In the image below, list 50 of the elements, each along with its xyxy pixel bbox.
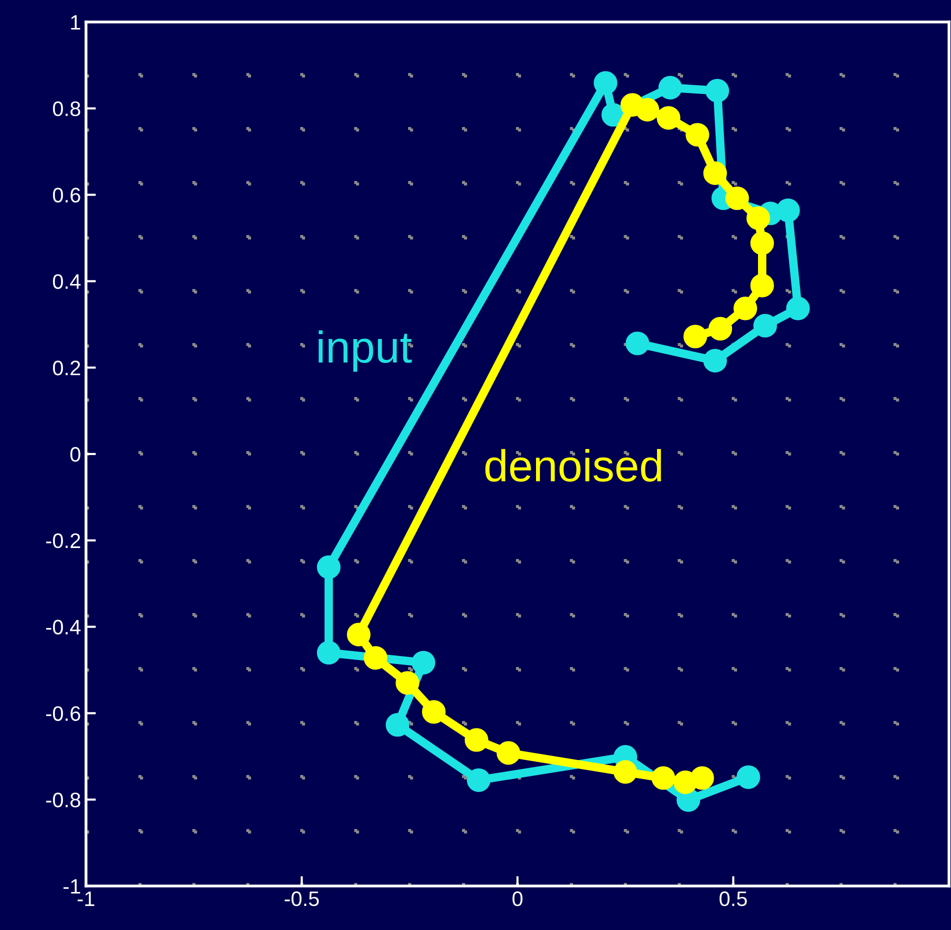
x-tick-label: -0.5 (284, 891, 319, 906)
point (464, 728, 488, 752)
point (346, 622, 371, 646)
point (412, 650, 436, 674)
point (316, 640, 341, 665)
point (736, 765, 760, 789)
point (786, 296, 810, 320)
y-tick-label: 0 (70, 447, 80, 462)
x-tick-label: 0 (512, 891, 522, 906)
point (750, 231, 774, 255)
point (364, 646, 388, 670)
point (422, 700, 446, 724)
point (705, 78, 730, 102)
point (316, 555, 341, 579)
y-tick-label: -0.2 (46, 533, 80, 548)
point (753, 314, 777, 338)
point (626, 332, 650, 356)
point (396, 671, 420, 695)
x-tick-label: 0.5 (720, 891, 747, 906)
point (725, 186, 749, 210)
point (734, 296, 758, 320)
y-tick-label: -1 (64, 879, 80, 894)
y-tick-label: 0.4 (52, 274, 81, 289)
point (656, 106, 680, 130)
point (658, 76, 682, 100)
point (614, 760, 638, 784)
point (746, 206, 770, 230)
point (683, 324, 708, 348)
series-label: input (318, 330, 412, 372)
point (636, 98, 660, 122)
y-tick-label: 0.6 (52, 188, 80, 203)
y-tick-label: -0.8 (46, 792, 80, 808)
y-tick-label: 0.2 (52, 360, 80, 376)
point (776, 198, 800, 222)
point (703, 161, 727, 186)
point (652, 766, 676, 790)
y-tick-label: -0.4 (46, 620, 81, 635)
point (594, 71, 618, 95)
point (750, 274, 774, 298)
y-tick-label: 1 (71, 15, 80, 30)
point (686, 122, 710, 147)
point (386, 713, 410, 737)
point (674, 770, 698, 794)
series-label: denoised (485, 449, 662, 482)
point (708, 316, 732, 341)
point (703, 348, 727, 372)
y-tick-label: -0.6 (46, 706, 80, 721)
point (466, 768, 490, 792)
y-tick-label: 0.8 (52, 101, 80, 116)
point (496, 741, 520, 765)
